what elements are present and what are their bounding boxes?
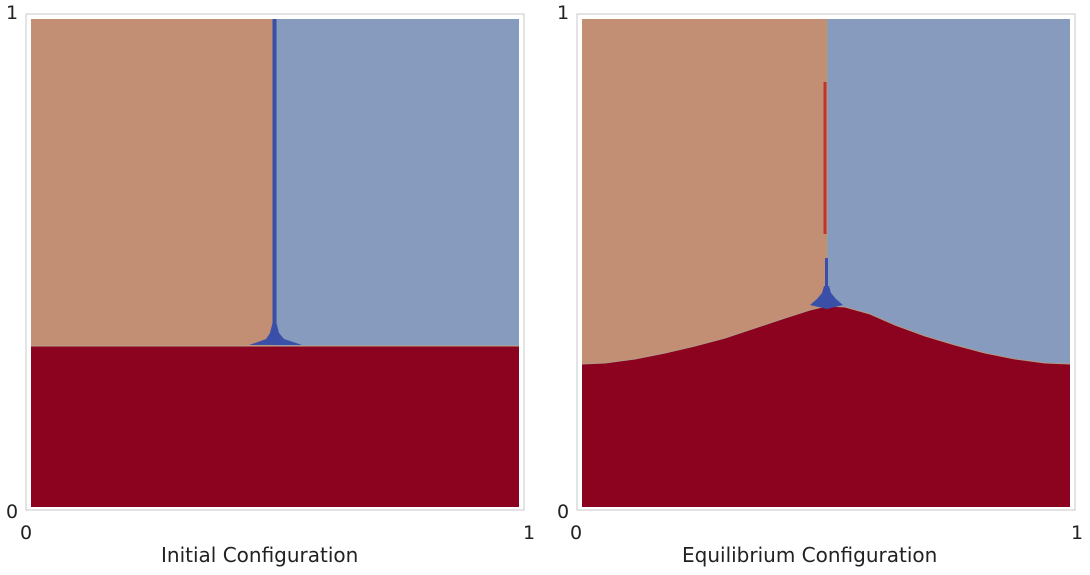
x-min-tick: 0 [570, 522, 583, 544]
panel-caption: Equilibrium Configuration [682, 543, 938, 567]
y-min-tick: 0 [557, 501, 570, 523]
x-max-tick: 1 [1071, 522, 1084, 544]
red-sliver [823, 82, 827, 234]
tan-region [582, 19, 827, 364]
junction-stem [825, 258, 828, 288]
vertical-interface-line [272, 19, 277, 337]
y-max-tick: 1 [557, 2, 570, 24]
equilibrium-configuration-plot [576, 13, 1076, 511]
x-min-tick: 0 [20, 522, 33, 544]
tan-region [31, 19, 275, 347]
slate-blue-region [275, 19, 519, 347]
junction-foot [249, 323, 302, 345]
x-max-tick: 1 [523, 522, 536, 544]
panel-initial: 1 0 0 1 Initial Configuration [6, 2, 536, 567]
panel-caption: Initial Configuration [161, 543, 359, 567]
panel-equilibrium: 1 0 0 1 Equilibrium Configuration [545, 0, 1090, 575]
y-max-tick: 1 [6, 2, 19, 24]
junction-foot [810, 286, 843, 309]
dark-red-region [31, 346, 519, 507]
plot-frame [25, 13, 525, 511]
dark-red-region [582, 306, 1070, 507]
initial-configuration-plot [25, 13, 525, 511]
y-min-tick: 0 [6, 501, 19, 523]
plot-frame [576, 13, 1076, 511]
slate-blue-region [827, 19, 1070, 364]
